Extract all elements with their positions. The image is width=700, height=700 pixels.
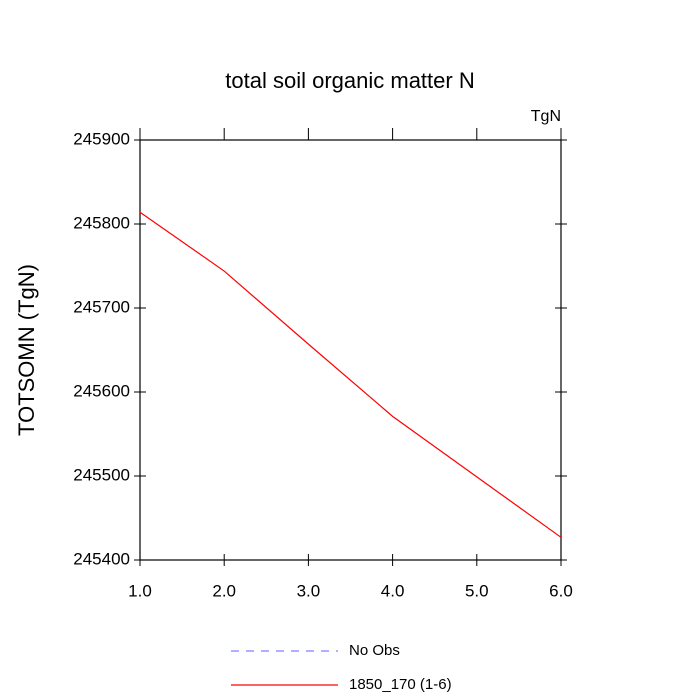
y-tick-label: 245600 (73, 381, 130, 400)
y-tick-label: 245700 (73, 297, 130, 316)
y-tick-label: 245800 (73, 213, 130, 232)
legend-label: 1850_170 (1-6) (349, 676, 452, 693)
x-tick-label: 6.0 (549, 581, 573, 600)
x-tick-label: 1.0 (128, 581, 152, 600)
x-tick-label: 5.0 (465, 581, 489, 600)
y-axis-label: TOTSOMN (TgN) (14, 264, 39, 436)
x-tick-label: 4.0 (381, 581, 405, 600)
series-line (139, 211, 562, 538)
chart-title: total soil organic matter N (225, 68, 474, 93)
y-tick-label: 245500 (73, 465, 130, 484)
y-tick-label: 245400 (73, 549, 130, 568)
x-tick-label: 3.0 (297, 581, 321, 600)
plot-frame (139, 139, 562, 561)
y-tick-label: 245900 (73, 129, 130, 148)
units-label: TgN (531, 108, 561, 125)
legend-label: No Obs (349, 642, 400, 659)
x-tick-label: 2.0 (212, 581, 236, 600)
